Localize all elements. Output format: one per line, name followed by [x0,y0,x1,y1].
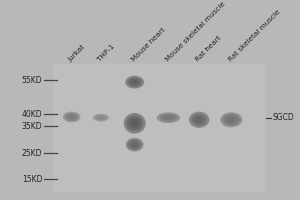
Ellipse shape [194,116,204,124]
Ellipse shape [124,113,146,134]
Ellipse shape [65,113,78,121]
Ellipse shape [191,114,207,126]
Text: Mouse heart: Mouse heart [130,27,166,63]
Ellipse shape [157,112,180,123]
Ellipse shape [160,114,177,122]
Ellipse shape [228,118,235,122]
Ellipse shape [163,115,174,120]
Ellipse shape [63,112,80,122]
Text: 55KD: 55KD [22,76,42,85]
Ellipse shape [132,80,137,84]
Text: Mouse skeletal muscle: Mouse skeletal muscle [164,1,226,63]
Ellipse shape [220,112,242,127]
Text: 40KD: 40KD [22,110,42,119]
Text: SGCD: SGCD [272,113,294,122]
Ellipse shape [67,114,76,120]
Ellipse shape [130,79,140,85]
Ellipse shape [196,117,202,122]
Text: 15KD: 15KD [22,175,42,184]
Text: 25KD: 25KD [22,149,42,158]
Ellipse shape [126,138,143,151]
Ellipse shape [226,116,237,124]
Ellipse shape [128,140,141,150]
Ellipse shape [125,76,144,89]
Bar [52,64,265,192]
Text: Jurkat: Jurkat [68,44,87,63]
Ellipse shape [129,118,140,128]
Ellipse shape [97,116,105,120]
Ellipse shape [93,114,109,122]
Ellipse shape [189,112,209,128]
Ellipse shape [223,114,240,125]
Ellipse shape [130,141,139,148]
Text: 35KD: 35KD [22,122,42,131]
Ellipse shape [165,116,172,119]
Ellipse shape [99,116,103,119]
Ellipse shape [126,116,143,131]
Text: THP-1: THP-1 [97,44,116,63]
Ellipse shape [132,143,137,147]
Text: Rat skeletal muscle: Rat skeletal muscle [227,9,281,63]
Ellipse shape [95,115,107,121]
Text: Rat heart: Rat heart [195,35,223,63]
Ellipse shape [69,115,74,119]
Ellipse shape [128,77,142,87]
Ellipse shape [131,120,138,126]
